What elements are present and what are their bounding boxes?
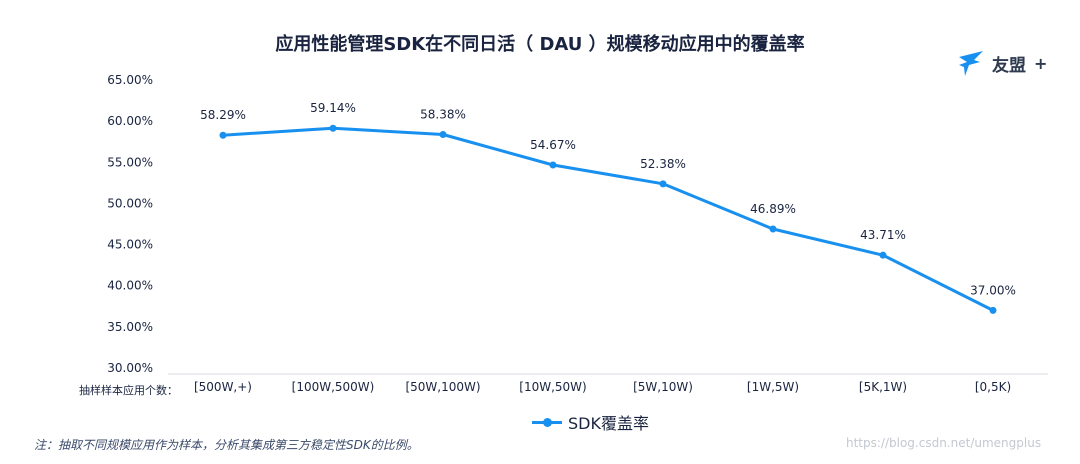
data-label: 58.38% bbox=[420, 107, 466, 121]
y-tick-label: 60.00% bbox=[107, 114, 153, 128]
data-point bbox=[329, 124, 337, 132]
y-tick-label: 55.00% bbox=[107, 155, 153, 169]
footnote: 注：抽取不同规模应用作为样本，分析其集成第三方稳定性SDK的比例。 bbox=[34, 438, 419, 452]
data-label: 43.71% bbox=[860, 228, 906, 242]
legend-line-swatch bbox=[532, 417, 562, 427]
data-label: 52.38% bbox=[640, 157, 686, 171]
data-point bbox=[879, 251, 887, 259]
y-tick-label: 65.00% bbox=[107, 73, 153, 87]
x-tick-label: [5W,10W) bbox=[633, 380, 693, 394]
x-tick-label: [500W,+) bbox=[194, 380, 252, 394]
legend: SDK覆盖率 bbox=[532, 410, 649, 434]
data-label: 58.29% bbox=[200, 108, 246, 122]
data-point bbox=[769, 225, 777, 233]
x-tick-label: [10W,50W) bbox=[519, 380, 586, 394]
sample-count-row-label: 抽样样本应用个数： bbox=[79, 383, 178, 397]
y-tick-label: 45.00% bbox=[107, 238, 153, 252]
data-label: 37.00% bbox=[970, 283, 1016, 297]
umeng-bird-logo-icon bbox=[959, 51, 983, 76]
data-label: 46.89% bbox=[750, 202, 796, 216]
x-tick-label: [50W,100W) bbox=[405, 380, 480, 394]
y-tick-label: 35.00% bbox=[107, 320, 153, 334]
data-labels: 58.29% 59.14% 58.38% 54.67% 52.38% 46.89% 43.7… bbox=[200, 101, 1016, 297]
y-tick-label: 50.00% bbox=[107, 196, 153, 210]
x-axis-ticks: [500W,+) [100W,500W) [50W,100W) [10W,50W) [5… bbox=[194, 380, 1011, 394]
y-tick-label: 30.00% bbox=[107, 361, 153, 375]
data-point bbox=[439, 130, 447, 138]
data-point bbox=[549, 161, 557, 169]
umeng-logo: 友盟 + bbox=[956, 48, 1047, 78]
series-line bbox=[222, 126, 994, 312]
legend-series-name: SDK覆盖率 bbox=[568, 414, 649, 433]
data-point bbox=[659, 180, 667, 188]
series-points bbox=[219, 124, 997, 314]
legend-dot bbox=[543, 417, 552, 427]
x-tick-label: [0,5K) bbox=[975, 380, 1011, 394]
chart-title: 应用性能管理SDK在不同日活（ DAU ）规模移动应用中的覆盖率 bbox=[275, 34, 805, 55]
data-point bbox=[219, 131, 227, 139]
data-label: 54.67% bbox=[530, 138, 576, 152]
x-tick-label: [1W,5W) bbox=[747, 380, 799, 394]
logo-plus: + bbox=[1034, 53, 1048, 73]
logo-text: 友盟 bbox=[992, 55, 1026, 76]
x-tick-label: [100W,500W) bbox=[292, 380, 375, 394]
watermark: https://blog.csdn.net/umengplus bbox=[846, 436, 1042, 450]
data-point bbox=[989, 306, 997, 314]
y-axis-ticks: 30.00% 35.00% 40.00% 45.00% 50.00% 55.00% 60.0… bbox=[107, 73, 153, 375]
y-tick-label: 40.00% bbox=[107, 279, 153, 293]
data-label: 59.14% bbox=[310, 101, 356, 115]
x-tick-label: [5K,1W) bbox=[859, 380, 907, 394]
